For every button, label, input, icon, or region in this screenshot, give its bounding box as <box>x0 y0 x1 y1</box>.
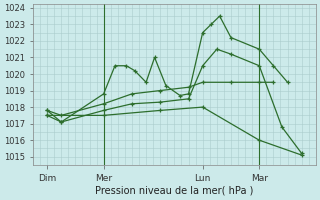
X-axis label: Pression niveau de la mer( hPa ): Pression niveau de la mer( hPa ) <box>95 186 253 196</box>
